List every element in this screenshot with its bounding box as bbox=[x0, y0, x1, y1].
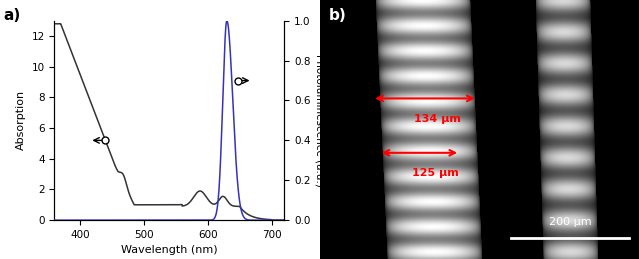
Y-axis label: Absorption: Absorption bbox=[16, 90, 26, 150]
X-axis label: Wavelength (nm): Wavelength (nm) bbox=[121, 246, 218, 255]
Text: a): a) bbox=[3, 8, 20, 23]
Text: 134 μm: 134 μm bbox=[414, 114, 461, 124]
Text: 125 μm: 125 μm bbox=[412, 168, 459, 178]
Text: b): b) bbox=[329, 8, 347, 23]
Text: 200 μm: 200 μm bbox=[549, 217, 592, 227]
Y-axis label: Photoluminescence (a.u.): Photoluminescence (a.u.) bbox=[314, 54, 325, 187]
